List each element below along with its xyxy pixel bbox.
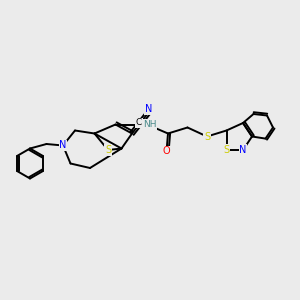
Text: NH: NH: [143, 120, 156, 129]
Text: S: S: [204, 131, 210, 142]
Text: O: O: [163, 146, 170, 157]
Text: N: N: [239, 145, 247, 155]
Text: S: S: [224, 145, 230, 155]
Text: C: C: [136, 118, 142, 127]
Text: S: S: [105, 145, 111, 155]
Text: N: N: [59, 140, 67, 151]
Text: N: N: [145, 104, 152, 114]
